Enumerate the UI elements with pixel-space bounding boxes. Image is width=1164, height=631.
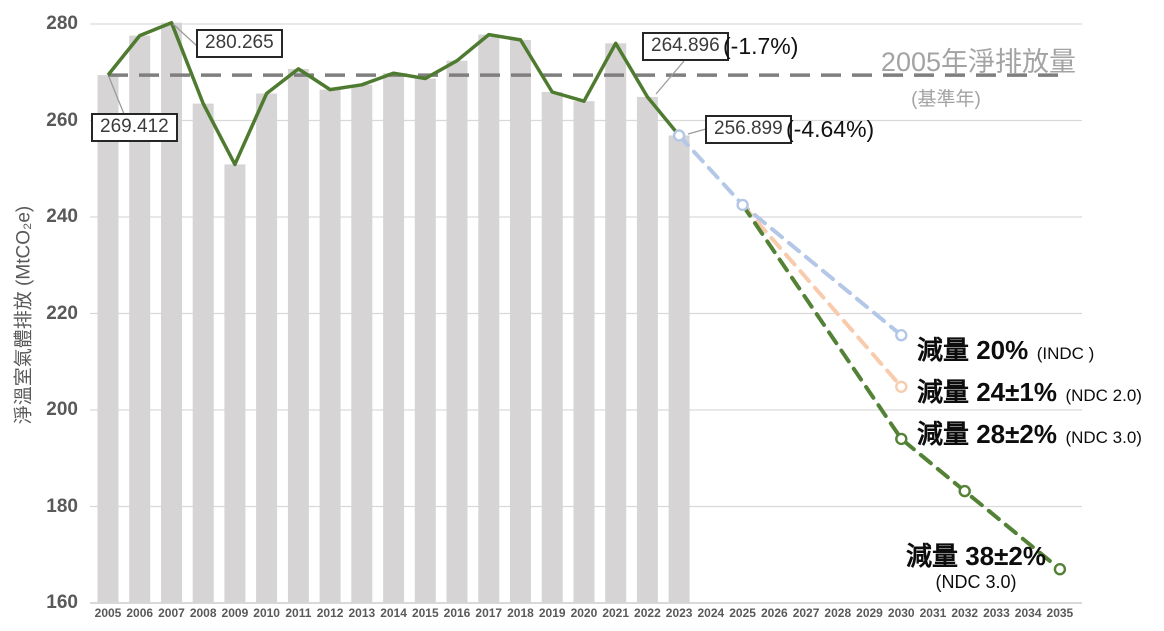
projection-ndc3-reduction: 減量 28±2% [917, 419, 1057, 449]
bar-2009 [224, 164, 246, 603]
bar-2006 [129, 35, 151, 604]
historical-emissions-line [106, 20, 681, 167]
x-tick-2005: 2005 [94, 606, 122, 620]
bar-2017 [478, 34, 500, 604]
x-tick-2022: 2022 [634, 606, 661, 620]
x-tick-2031: 2031 [919, 606, 947, 620]
x-tick-2021: 2021 [602, 606, 630, 620]
x-tick-2015: 2015 [411, 606, 439, 620]
projection-label-indc: 減量 20% (INDC ) [917, 330, 1094, 367]
x-tick-2006: 2006 [126, 606, 154, 620]
callout-2023-percent: (-4.64%) [786, 116, 875, 142]
x-tick-2023: 2023 [665, 606, 693, 620]
y-tick-280: 280 [46, 13, 78, 34]
marker-NDC20-2030 [895, 380, 908, 393]
bar-2016 [446, 60, 468, 603]
callout-2022-value: 264.896 [642, 32, 729, 61]
marker-INDC-2030 [895, 329, 908, 342]
projection-ndc2-reduction: 減量 24±1% [917, 377, 1057, 407]
x-tick-2029: 2029 [856, 606, 883, 620]
bar-2005 [97, 75, 119, 604]
projection-ndc3-scenario: (NDC 3.0) [1065, 428, 1142, 447]
bar-2010 [256, 93, 278, 603]
baseline-2005-label: 2005年淨排放量 [880, 47, 1076, 77]
bar-2019 [541, 92, 563, 603]
x-tick-2010: 2010 [253, 606, 280, 620]
x-tick-2018: 2018 [507, 606, 534, 620]
y-tick-220: 220 [46, 302, 78, 324]
callout-2005-value: 269.412 [91, 113, 178, 142]
x-tick-2014: 2014 [380, 606, 407, 620]
projection-line-INDC [677, 133, 904, 338]
callout-leader-3 [687, 128, 707, 135]
x-tick-2028: 2028 [824, 606, 852, 620]
projection-label-ndc3: 減量 28±2% (NDC 3.0) [917, 414, 1142, 451]
bar-2022 [636, 96, 658, 604]
projection-label-ndc2: 減量 24±1% (NDC 2.0) [917, 372, 1142, 409]
bar-2014 [383, 73, 405, 603]
x-tick-2011: 2011 [285, 606, 312, 620]
x-tick-2026: 2026 [760, 606, 788, 620]
x-tick-2024: 2024 [697, 606, 725, 620]
x-tick-2020: 2020 [570, 606, 598, 620]
x-tick-2027: 2027 [792, 606, 820, 620]
x-tick-2033: 2033 [983, 606, 1010, 620]
bar-2007 [161, 22, 182, 603]
marker-INDC-2023 [672, 129, 686, 142]
x-tick-2032: 2032 [951, 606, 979, 620]
projection-line-NDC20 [740, 202, 904, 389]
projection-indc-scenario: (INDC ) [1036, 344, 1095, 363]
y-tick-160: 160 [46, 592, 78, 613]
bar-2008 [192, 103, 214, 603]
bar-2020 [573, 101, 595, 603]
x-tick-2030: 2030 [887, 606, 915, 620]
bar-2012 [319, 89, 341, 604]
x-tick-2007: 2007 [158, 606, 185, 620]
x-tick-2017: 2017 [475, 606, 503, 620]
callout-2023-value: 256.899 [705, 115, 792, 144]
projection-label-ndc3-2035: 減量 38±2% (NDC 3.0) [886, 541, 1066, 593]
marker-NDC30-2032 [958, 484, 971, 498]
y-tick-260: 260 [46, 109, 78, 131]
bar-2013 [351, 84, 373, 604]
callout-2007-value: 280.265 [196, 29, 283, 58]
projection-ndc3-2035-scenario: (NDC 3.0) [935, 572, 1017, 592]
callout-2022-percent: (-1.7%) [723, 33, 799, 59]
marker-NDC30-2030 [895, 432, 908, 446]
bar-2011 [287, 68, 309, 603]
projection-line-NDC30 [740, 202, 1062, 572]
bar-2021 [605, 43, 627, 604]
x-tick-2012: 2012 [316, 606, 344, 620]
x-tick-2009: 2009 [221, 606, 249, 620]
projection-indc-reduction: 減量 20% [917, 335, 1029, 365]
x-tick-2034: 2034 [1014, 606, 1042, 620]
y-tick-180: 180 [46, 495, 78, 517]
bar-2015 [414, 78, 436, 603]
x-tick-2016: 2016 [443, 606, 471, 620]
marker-NDC30-2035 [1053, 563, 1067, 576]
bar-2018 [510, 39, 531, 603]
x-tick-2013: 2013 [348, 606, 376, 620]
x-tick-2008: 2008 [189, 606, 217, 620]
x-tick-2019: 2019 [538, 606, 566, 620]
marker-INDC-2025 [736, 198, 749, 212]
callout-leader-2 [655, 60, 685, 95]
x-tick-2035: 2035 [1046, 606, 1074, 620]
projection-ndc3-2035-reduction: 減量 38±2% [906, 541, 1046, 571]
y-tick-240: 240 [46, 206, 78, 227]
bar-2023 [668, 135, 690, 603]
projection-ndc2-scenario: (NDC 2.0) [1065, 386, 1142, 405]
callout-leader-0 [108, 76, 125, 115]
callout-leader-1 [172, 23, 198, 47]
baseline-year-sublabel: (基準年) [911, 89, 981, 110]
x-tick-2025: 2025 [729, 606, 756, 620]
y-tick-200: 200 [46, 399, 78, 420]
